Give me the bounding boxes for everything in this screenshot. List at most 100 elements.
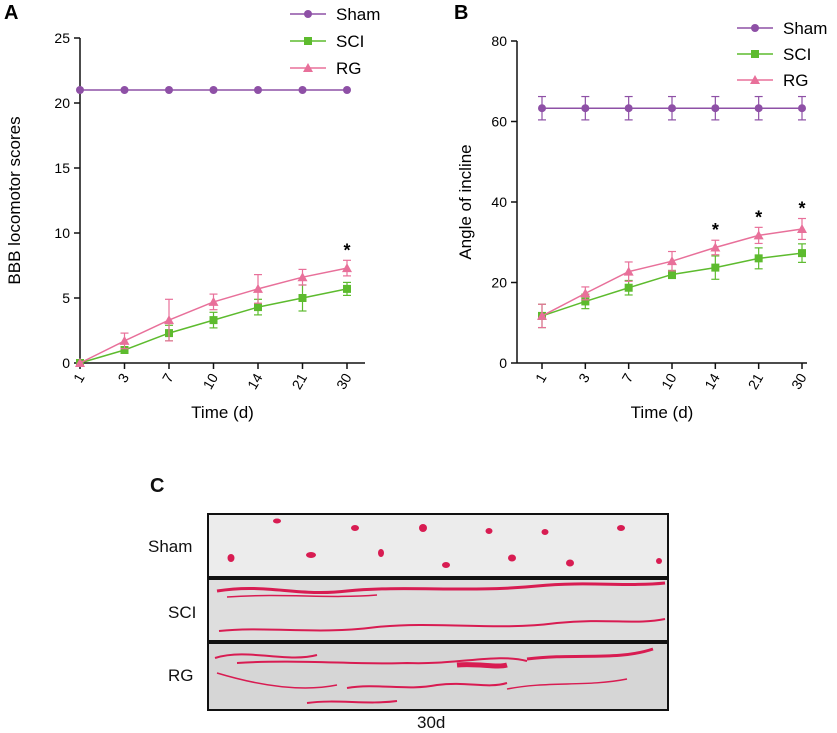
- x-tick-label: 3: [114, 370, 132, 385]
- data-point-sham: [754, 104, 763, 113]
- data-point-sham: [343, 86, 351, 94]
- data-point-sham: [76, 86, 84, 94]
- x-tick-label: 30: [333, 370, 355, 392]
- y-tick-label: 80: [491, 33, 507, 49]
- data-point-sci: [668, 270, 676, 279]
- significance-asterisk: *: [798, 199, 805, 219]
- legend-label-sham: Sham: [783, 19, 827, 38]
- data-point-rg: [580, 288, 591, 298]
- sham-paw-prints: [227, 518, 662, 568]
- data-point-rg: [208, 296, 219, 306]
- y-tick-label: 5: [62, 290, 70, 306]
- chart-a: A 0 5 10 15 20 25 1 3 7 10 14 21 30 Time (d) BBB locom…: [4, 2, 380, 422]
- data-point-sham: [254, 86, 262, 94]
- footprint-panel: C Sham SCI RG: [0, 470, 837, 733]
- image-caption: 30d: [417, 713, 446, 732]
- data-point-rg: [710, 242, 721, 252]
- data-point-sham: [624, 104, 633, 113]
- y-tick-label: 20: [491, 275, 507, 291]
- series-rg: [75, 259, 352, 367]
- x-tick-label: 14: [244, 370, 266, 392]
- x-tick-label: 7: [159, 370, 177, 385]
- legend-marker-sham: [304, 10, 312, 18]
- legend-label-sci: SCI: [783, 45, 811, 64]
- data-point-rg: [75, 358, 85, 367]
- significance-asterisk: *: [712, 220, 719, 240]
- data-point-sham: [209, 86, 218, 94]
- panel-letter-b: B: [454, 2, 468, 24]
- x-tick-label: 1: [70, 370, 88, 385]
- sci-drag-lines: [216, 581, 666, 632]
- y-tick-label: 25: [54, 30, 70, 46]
- data-point-rg: [753, 230, 764, 240]
- chart-b: B 0 20 40 60 80 1 3 7 10 14 21 30 Time (d) Angle of i…: [454, 2, 827, 422]
- x-tick-label: 10: [199, 370, 221, 392]
- panel-letter-a: A: [4, 2, 18, 24]
- x-tick-label: 3: [575, 370, 593, 385]
- series-sham: [76, 86, 351, 94]
- y-axis-label: BBB locomotor scores: [5, 116, 24, 284]
- data-point-sci: [798, 249, 806, 258]
- row-label-sham: Sham: [148, 537, 193, 556]
- significance-asterisk: *: [343, 240, 350, 260]
- data-point-sci: [711, 263, 720, 272]
- y-tick-label: 40: [491, 194, 507, 210]
- x-axis-label: Time (d): [191, 403, 254, 422]
- rg-footprint-strip: [209, 644, 667, 709]
- data-point-rg: [537, 310, 547, 320]
- y-tick-label: 20: [54, 95, 70, 111]
- y-tick-label: 10: [54, 225, 70, 241]
- legend-label-rg: RG: [336, 59, 362, 78]
- x-tick-label: 1: [532, 370, 550, 385]
- data-point-rg: [164, 315, 174, 325]
- rg-drag-lines: [214, 647, 654, 704]
- data-point-sham: [668, 104, 676, 113]
- y-axis-label: Angle of incline: [456, 144, 475, 259]
- y-tick-label: 15: [54, 160, 70, 176]
- legend-label-rg: RG: [783, 71, 809, 90]
- significance-asterisk: *: [755, 207, 762, 227]
- x-tick-label: 30: [788, 370, 810, 392]
- legend-marker-sci: [304, 37, 312, 45]
- data-point-rg: [119, 335, 130, 345]
- legend-marker-sham: [751, 24, 759, 32]
- legend-label-sham: Sham: [336, 5, 380, 24]
- data-point-rg: [667, 256, 677, 266]
- data-point-rg: [797, 223, 807, 233]
- legend-marker-sci: [751, 50, 759, 58]
- data-point-sci: [624, 283, 633, 292]
- data-point-rg: [253, 283, 263, 293]
- data-point-sci: [581, 297, 590, 306]
- data-point-sham: [165, 86, 173, 94]
- row-label-rg: RG: [168, 666, 194, 685]
- data-point-rg: [297, 272, 308, 282]
- data-point-sham: [298, 86, 307, 94]
- legend-marker-rg: [303, 63, 313, 72]
- sham-footprint-strip: [209, 515, 667, 576]
- row-label-sci: SCI: [168, 603, 197, 622]
- data-point-sci: [209, 316, 218, 325]
- footprint-image: [207, 513, 669, 711]
- y-tick-label: 0: [62, 355, 70, 371]
- data-point-sci: [343, 284, 351, 293]
- data-point-sci: [254, 303, 262, 312]
- data-point-rg: [623, 266, 634, 276]
- data-point-sham: [711, 104, 720, 113]
- data-point-sci: [754, 254, 763, 263]
- series-sham: [538, 95, 806, 121]
- x-tick-label: 21: [745, 370, 767, 392]
- data-point-sham: [538, 104, 546, 113]
- x-tick-label: 14: [701, 370, 723, 392]
- data-point-sham: [120, 86, 129, 94]
- data-point-sci: [298, 294, 307, 302]
- panel-letter-c: C: [150, 475, 165, 497]
- y-tick-label: 0: [499, 355, 507, 371]
- x-axis-label: Time (d): [631, 403, 694, 422]
- legend-marker-rg: [750, 75, 760, 84]
- data-point-sci: [120, 346, 129, 354]
- x-tick-label: 10: [658, 370, 680, 392]
- data-point-rg: [342, 263, 352, 273]
- data-point-sham: [798, 104, 806, 113]
- x-tick-label: 21: [288, 370, 310, 392]
- y-tick-label: 60: [491, 114, 507, 130]
